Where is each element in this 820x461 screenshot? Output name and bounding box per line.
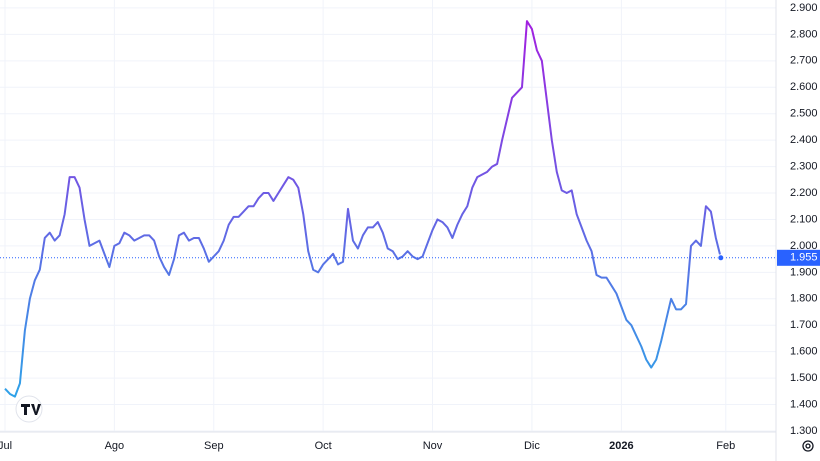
y-tick-label: 1.400 xyxy=(790,398,818,410)
y-tick-label: 2.300 xyxy=(790,160,818,172)
x-tick-label: Nov xyxy=(423,440,443,452)
x-tick-label: Oct xyxy=(315,440,332,452)
y-tick-label: 2.100 xyxy=(790,213,818,225)
y-tick-label: 2.000 xyxy=(790,240,818,252)
y-tick-label: 1.800 xyxy=(790,293,818,305)
last-point xyxy=(717,254,725,262)
x-tick-label: Ago xyxy=(105,440,125,452)
y-tick-label: 2.900 xyxy=(790,2,818,14)
x-tick-label: 2026 xyxy=(609,440,633,452)
price-line xyxy=(4,20,722,398)
x-tick-label: Dic xyxy=(524,440,540,452)
y-tick-label: 2.500 xyxy=(790,108,818,120)
settings-icon[interactable] xyxy=(802,440,814,452)
y-tick-label: 2.600 xyxy=(790,81,818,93)
y-tick-label: 1.600 xyxy=(790,346,818,358)
x-tick-label: Sep xyxy=(204,440,224,452)
y-tick-label: 2.200 xyxy=(790,187,818,199)
x-tick-label: Jul xyxy=(0,440,12,452)
last-price-label: 1.955 xyxy=(790,252,818,264)
logo xyxy=(15,395,43,423)
y-tick-label: 2.400 xyxy=(790,134,818,146)
y-tick-label: 2.800 xyxy=(790,28,818,40)
y-tick-label: 1.900 xyxy=(790,266,818,278)
y-tick-label: 1.700 xyxy=(790,319,818,331)
y-tick-label: 2.700 xyxy=(790,55,818,67)
last-price-box xyxy=(777,249,820,266)
x-tick-label: Feb xyxy=(716,440,735,452)
y-tick-label: 1.300 xyxy=(790,425,818,437)
y-tick-label: 1.500 xyxy=(790,372,818,384)
